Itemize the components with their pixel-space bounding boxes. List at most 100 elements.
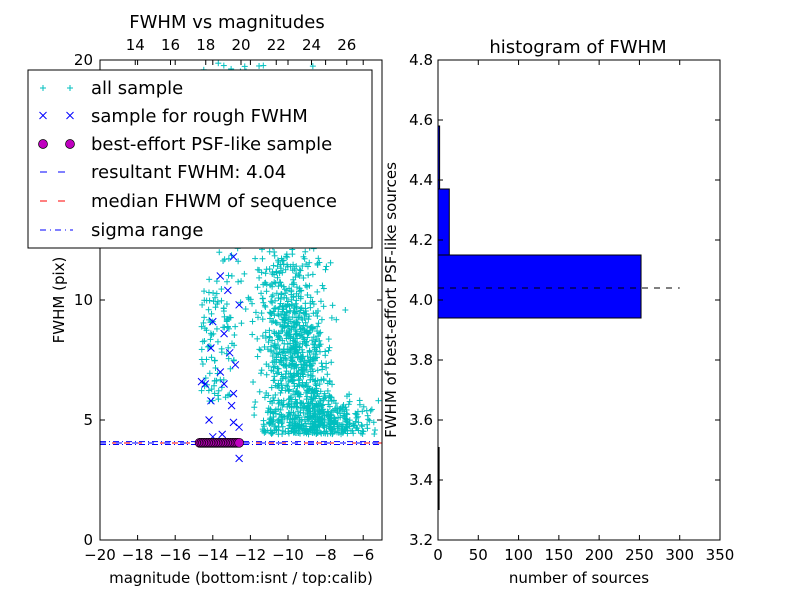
sample-point	[259, 426, 266, 433]
sample-point	[241, 270, 248, 277]
sample-point	[312, 351, 319, 358]
right-title: histogram of FWHM	[489, 37, 666, 58]
sample-point	[265, 392, 272, 399]
sample-point	[306, 425, 313, 432]
sample-point	[269, 359, 276, 366]
y-tick-label: 4.0	[409, 291, 433, 309]
x-tick-label: 350	[706, 546, 735, 564]
right-y-ticks: 3.2 3.4 3.6 3.8 4.0 4.2 4.4 4.6 4.8	[409, 51, 720, 549]
sample-point	[292, 396, 299, 403]
sample-point	[288, 373, 295, 380]
sample-point	[317, 397, 324, 404]
sample-point	[274, 263, 281, 270]
sample-point	[293, 284, 300, 291]
sample-point	[285, 301, 292, 308]
sample-point	[280, 348, 287, 355]
x-tick-label: 250	[625, 546, 654, 564]
sample-point	[360, 403, 367, 410]
sample-point	[285, 387, 292, 394]
right-panel: histogram of FWHM 0 50 100 150 200 250 300 350 …	[382, 37, 734, 587]
y-tick-label: 20	[74, 51, 93, 69]
sample-point	[276, 399, 283, 406]
sample-point	[214, 338, 221, 345]
sample-point	[291, 305, 298, 312]
y-tick-label: 0	[83, 531, 93, 549]
rough-sample-point	[220, 380, 228, 388]
sample-point	[201, 338, 208, 345]
sample-point	[266, 327, 273, 334]
x-tick-label: −8	[315, 546, 337, 564]
sample-point	[285, 412, 292, 419]
sample-point	[218, 345, 225, 352]
sample-point	[326, 344, 333, 351]
sample-point	[316, 428, 323, 435]
sample-point	[315, 255, 322, 262]
rough-sample-point	[205, 416, 213, 424]
sample-point	[256, 346, 263, 353]
sample-point	[268, 430, 275, 437]
histogram-bar	[437, 254, 642, 319]
sample-point	[351, 422, 358, 429]
sample-point	[278, 381, 285, 388]
top-tick-label: 26	[337, 36, 356, 54]
rough-sample-point	[220, 329, 228, 338]
sample-point	[294, 370, 301, 377]
sample-point	[216, 249, 223, 256]
sample-point	[363, 407, 370, 414]
sample-point	[295, 353, 302, 360]
sample-point	[335, 414, 342, 421]
rough-sample-point	[223, 286, 232, 295]
sample-point	[226, 314, 233, 321]
rough-sample-point	[207, 344, 215, 352]
sample-point	[290, 334, 297, 341]
sample-point	[278, 265, 285, 272]
sample-point	[207, 336, 214, 343]
sample-point	[318, 376, 325, 383]
sample-point	[309, 298, 316, 305]
sample-point	[208, 386, 215, 393]
sample-point	[309, 271, 316, 278]
sample-point	[283, 253, 290, 260]
sample-point	[268, 293, 275, 300]
x-tick-label: −16	[159, 546, 191, 564]
rough-sample-point	[208, 317, 217, 326]
sample-point	[284, 383, 291, 390]
sample-point	[319, 282, 326, 289]
sample-point	[198, 346, 205, 353]
sample-point	[306, 313, 313, 320]
sample-point	[308, 394, 315, 401]
sample-point	[316, 407, 323, 414]
sample-point	[314, 367, 321, 374]
sample-point	[325, 347, 332, 354]
sample-point	[268, 384, 275, 391]
sample-point	[304, 323, 311, 330]
sample-point	[201, 314, 208, 321]
legend-label: best-effort PSF-like sample	[91, 134, 332, 155]
sample-point	[276, 304, 283, 311]
sample-point	[290, 261, 297, 268]
sample-point	[290, 293, 297, 300]
sample-point	[311, 344, 318, 351]
sample-point	[290, 344, 297, 351]
sample-point	[278, 290, 285, 297]
rough-sample-point	[216, 368, 225, 376]
sample-point	[300, 382, 307, 389]
legend-entry-rough-sample: sample for rough FWHM	[39, 106, 308, 127]
sample-point	[249, 331, 256, 338]
sample-point	[296, 288, 303, 295]
sample-point	[247, 296, 254, 303]
sample-point	[285, 401, 292, 408]
sample-point	[237, 299, 244, 306]
sample-point	[220, 305, 227, 312]
sample-point	[283, 315, 290, 322]
sample-point	[311, 429, 318, 436]
sample-point	[295, 428, 302, 435]
sample-point	[328, 409, 335, 416]
x-tick-label: 100	[504, 546, 533, 564]
sample-point	[293, 362, 300, 369]
sample-point	[332, 406, 339, 413]
sample-point	[294, 389, 301, 396]
sample-point	[304, 263, 311, 270]
sample-point	[366, 417, 373, 424]
sample-point	[284, 263, 291, 270]
